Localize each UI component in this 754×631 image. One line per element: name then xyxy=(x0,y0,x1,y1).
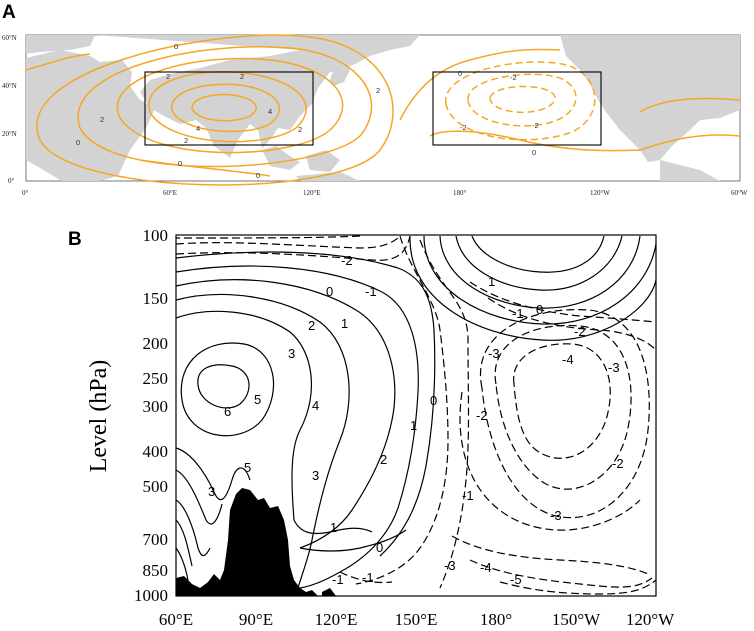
contour-label: 2 xyxy=(380,452,387,467)
lon-tick: 60°E xyxy=(163,189,177,197)
contour-label: -1 xyxy=(365,284,377,299)
panel-b-letter: B xyxy=(68,229,82,250)
panel-a-contour-labels: 0 2 2 2 2 4 4 0 2 0 0 2 0 -2 -2 -2 0 xyxy=(76,42,539,180)
contour-label: 4 xyxy=(312,398,319,413)
contour-label: 0 xyxy=(178,159,182,168)
x-tick: 150°E xyxy=(395,610,438,629)
contour-label: 0 xyxy=(532,148,536,157)
contour-label: 2 xyxy=(376,86,380,95)
y-tick: 500 xyxy=(143,477,169,496)
contour-label: -2 xyxy=(510,73,517,82)
contour-label: 3 xyxy=(208,484,215,499)
contour-label: 2 xyxy=(298,125,302,134)
contour-label: 5 xyxy=(244,460,251,475)
y-tick: 200 xyxy=(143,334,169,353)
contour-label: 5 xyxy=(254,392,261,407)
panel-a-letter: A xyxy=(2,2,16,23)
contour-label: -2 xyxy=(612,456,624,471)
terrain-fill xyxy=(176,488,318,596)
panel-a-zero-line xyxy=(139,130,641,177)
contour-label: 1 xyxy=(410,418,417,433)
x-tick: 90°E xyxy=(239,610,273,629)
contour-label: -4 xyxy=(480,560,492,575)
y-tick: 250 xyxy=(143,369,169,388)
panel-b-y-axis: 100 150 200 250 300 400 500 700 850 1000… xyxy=(86,226,168,605)
x-tick: 60°E xyxy=(159,610,193,629)
y-tick: 150 xyxy=(143,289,169,308)
lat-tick: 60°N xyxy=(2,34,17,42)
y-tick: 850 xyxy=(143,561,169,580)
contour-label: 0 xyxy=(536,302,543,317)
contour-label: 0 xyxy=(458,69,462,78)
contour-label: 2 xyxy=(240,72,244,81)
contour-label: -3 xyxy=(608,360,620,375)
panel-a-map: 0 2 2 2 2 4 4 0 2 0 0 2 0 -2 -2 -2 0 60°… xyxy=(2,34,748,197)
panel-a-neg-contours xyxy=(445,61,596,141)
lon-tick: 120°W xyxy=(590,189,610,197)
contour-label: -4 xyxy=(562,352,574,367)
contour-label: 0 xyxy=(376,540,383,555)
x-tick: 180° xyxy=(480,610,512,629)
y-tick: 700 xyxy=(143,530,169,549)
y-tick: 400 xyxy=(143,442,169,461)
contour-label: 2 xyxy=(100,115,104,124)
contour-label: 3 xyxy=(288,346,295,361)
contour-label: 2 xyxy=(308,318,315,333)
contour-label: 0 xyxy=(256,171,260,180)
lat-tick: 40°N xyxy=(2,82,17,90)
contour-label: 0 xyxy=(174,42,178,51)
contour-label: 2 xyxy=(166,72,170,81)
contour-label: -2 xyxy=(460,123,467,132)
contour-label: 2 xyxy=(184,136,188,145)
contour-label: -1 xyxy=(462,488,474,503)
contour-label: -5 xyxy=(510,572,522,587)
panel-a-lat-axis: 60°N 40°N 20°N 0° xyxy=(2,34,17,185)
contour-label: -2 xyxy=(574,324,586,339)
contour-label: 3 xyxy=(312,468,319,483)
contour-label: 0 xyxy=(76,138,80,147)
lat-tick: 0° xyxy=(8,177,15,185)
y-axis-label: Level (hPa) xyxy=(86,360,112,473)
panel-a-lon-axis: 0° 60°E 120°E 180° 120°W 60°W xyxy=(22,189,748,197)
contour-label: 1 xyxy=(341,316,348,331)
terrain-fill-small xyxy=(322,588,336,596)
region-box-east xyxy=(432,71,602,146)
contour-label: 4 xyxy=(196,124,200,133)
contour-label: -3 xyxy=(444,558,456,573)
region-box-west xyxy=(144,71,314,146)
lon-tick: 60°W xyxy=(731,189,748,197)
contour-label: 4 xyxy=(268,107,272,116)
panel-b-frame xyxy=(175,234,657,597)
contour-label: -2 xyxy=(476,408,488,423)
panel-b-solid-contours xyxy=(175,235,657,589)
panel-b-section: -2 -1 0 1 2 3 6 5 4 1 0 2 3 5 3 1 0 -1 1… xyxy=(86,226,675,629)
panel-b-dashed-contours xyxy=(175,235,657,595)
x-tick: 150°W xyxy=(552,610,601,629)
contour-label: -1 xyxy=(362,570,374,585)
contour-label: -3 xyxy=(550,508,562,523)
contour-label: 1 xyxy=(330,520,337,535)
y-tick: 1000 xyxy=(134,586,168,605)
contour-label: 1 xyxy=(488,274,495,289)
contour-label: -2 xyxy=(532,121,539,130)
y-tick: 100 xyxy=(143,226,169,245)
contour-label: 6 xyxy=(224,404,231,419)
y-tick: 300 xyxy=(143,397,169,416)
contour-label: 0 xyxy=(326,284,333,299)
contour-label: -3 xyxy=(488,346,500,361)
x-tick: 120°W xyxy=(626,610,675,629)
contour-label: -1 xyxy=(332,572,344,587)
contour-label: -1 xyxy=(512,306,524,321)
lon-tick: 180° xyxy=(453,189,467,197)
panel-b-contour-labels: -2 -1 0 1 2 3 6 5 4 1 0 2 3 5 3 1 0 -1 1… xyxy=(208,253,624,587)
panel-b-x-axis: 60°E 90°E 120°E 150°E 180° 150°W 120°W xyxy=(159,610,675,629)
lon-tick: 120°E xyxy=(303,189,321,197)
panel-a-contours xyxy=(25,34,741,186)
x-tick: 120°E xyxy=(315,610,358,629)
lat-tick: 20°N xyxy=(2,130,17,138)
lon-tick: 0° xyxy=(22,189,29,197)
contour-label: 0 xyxy=(430,393,437,408)
contour-label: -2 xyxy=(341,253,353,268)
